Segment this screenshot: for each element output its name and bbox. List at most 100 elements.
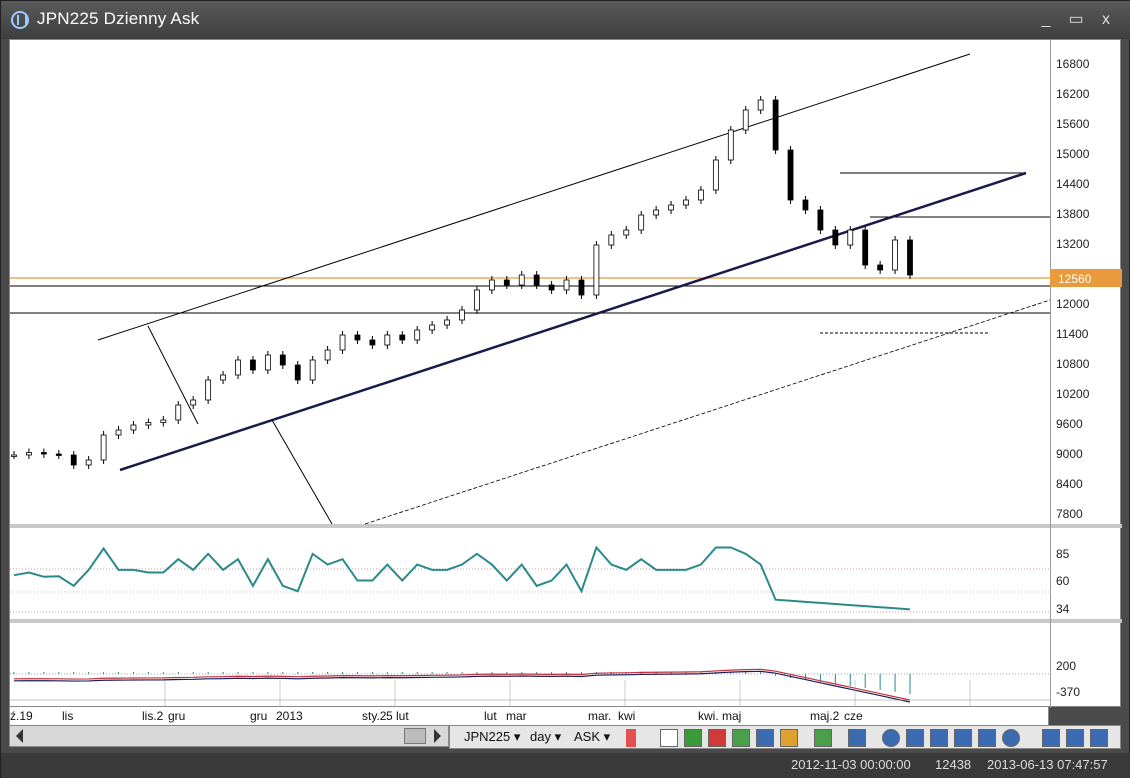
time-label: gru — [250, 709, 268, 723]
current-price-badge — [1050, 269, 1122, 287]
time-label: ź.19 — [10, 709, 33, 723]
rsi-tick: 85 — [1056, 547, 1070, 561]
price-tick: 16200 — [1056, 87, 1090, 101]
candle-body — [653, 209, 660, 216]
symbol-dropdown[interactable]: JPN225 ▾ — [464, 729, 521, 744]
time-axis: ź.19 lis lis.2 gru gru 2013 sty.2 5 lut … — [9, 707, 1049, 725]
price-tick: 16800 — [1056, 57, 1090, 71]
time-label: cze — [844, 709, 863, 723]
shrink-vertical-icon[interactable] — [954, 729, 972, 747]
title-bar[interactable]: JPN225 Dzienny Ask _ ▭ x — [1, 1, 1130, 39]
time-label: mar. — [588, 709, 612, 723]
crosshair-icon[interactable] — [732, 729, 750, 747]
candle-body — [563, 279, 570, 291]
chart-area[interactable]: 16800 16200 15600 15000 14400 13800 1320… — [9, 39, 1122, 708]
fit-chart-icon[interactable] — [660, 729, 678, 747]
candle-body — [324, 349, 331, 361]
candle-body — [294, 364, 301, 381]
template-icon[interactable] — [756, 729, 774, 747]
zoom-in-icon[interactable] — [882, 729, 900, 747]
candle-body — [832, 229, 839, 246]
candle-body — [802, 199, 809, 211]
macd-signal-line — [13, 670, 911, 703]
time-label: lis — [62, 709, 74, 723]
candle-body — [817, 209, 824, 231]
price-tick: 15600 — [1056, 117, 1090, 131]
expand-horizontal-icon[interactable] — [930, 729, 948, 747]
candle-body — [40, 452, 47, 455]
timeframe-dropdown[interactable]: day ▾ — [530, 729, 562, 744]
candle-body — [727, 129, 734, 161]
scroll-thumb[interactable] — [404, 728, 426, 744]
time-label: sty.2 — [362, 709, 387, 723]
candle-body — [862, 229, 869, 266]
candle-body — [698, 189, 704, 201]
time-label: maj — [722, 709, 742, 723]
macd-main-line — [13, 668, 911, 701]
shrink-horizontal-icon[interactable] — [906, 729, 924, 747]
candle-body — [384, 334, 391, 346]
candle-body — [608, 234, 615, 246]
expand-vertical-icon[interactable] — [978, 729, 996, 747]
minimize-icon[interactable]: _ — [1041, 11, 1051, 28]
status-bar: 2012-11-03 00:00:00 12438 2013-06-13 07:… — [1, 753, 1130, 778]
status-date-end: 2013-06-13 07:47:57 — [987, 757, 1108, 772]
close-icon[interactable]: x — [1102, 11, 1110, 28]
scroll-center-icon[interactable] — [1066, 729, 1084, 747]
price-chart[interactable]: 16800 16200 15600 15000 14400 13800 1320… — [10, 40, 1122, 708]
app-logo-icon — [11, 11, 29, 29]
candle-body — [205, 379, 212, 401]
candle-body — [115, 429, 122, 436]
candle-body — [100, 434, 107, 461]
time-label: lis.2 — [142, 709, 164, 723]
status-date-start: 2012-11-03 00:00:00 — [791, 757, 911, 772]
candle-body — [354, 334, 361, 341]
time-label: kwi. — [698, 709, 719, 723]
candle-type-icon[interactable] — [626, 729, 636, 747]
maximize-icon[interactable]: ▭ — [1068, 11, 1084, 28]
price-type-dropdown[interactable]: ASK ▾ — [574, 729, 611, 744]
candle-body — [85, 459, 92, 466]
time-label: mar — [506, 709, 527, 723]
macd-tick: 200 — [1056, 659, 1076, 673]
cursor-icon[interactable] — [814, 729, 832, 747]
time-label: 5 — [386, 709, 393, 723]
time-label: lut — [484, 709, 497, 723]
zoom-out-icon[interactable] — [1002, 729, 1020, 747]
candle-body — [250, 359, 256, 371]
price-tick: 10800 — [1056, 357, 1090, 371]
time-label: kwi — [618, 709, 636, 723]
candle-body — [772, 99, 779, 151]
bar-chart-icon[interactable] — [684, 729, 702, 747]
indicators-icon[interactable] — [780, 729, 798, 747]
candle-body — [369, 339, 376, 346]
candle-body — [757, 99, 764, 111]
candle-body — [130, 424, 137, 431]
candle-body — [70, 454, 77, 466]
price-tick: 9000 — [1056, 447, 1083, 461]
candle-body — [623, 229, 630, 236]
candle-body — [11, 454, 17, 457]
scroll-start-icon[interactable] — [1042, 729, 1060, 747]
candle-body — [892, 239, 898, 271]
candle-body — [907, 239, 913, 276]
grid-icon[interactable] — [708, 729, 726, 747]
price-tick: 12000 — [1056, 297, 1090, 311]
candle-body — [548, 284, 555, 291]
window-title: JPN225 Dzienny Ask — [37, 9, 200, 28]
scroll-left-icon[interactable] — [16, 729, 23, 743]
candle-body — [399, 334, 406, 341]
status-value: 12438 — [935, 757, 972, 772]
objects-icon[interactable] — [848, 729, 866, 747]
price-tick: 7800 — [1056, 507, 1083, 521]
horizontal-scrollbar[interactable] — [9, 725, 449, 747]
candle-body — [444, 319, 450, 326]
macd-tick: -370 — [1056, 685, 1080, 699]
scroll-end-icon[interactable] — [1090, 729, 1108, 747]
price-tick: 13200 — [1056, 237, 1090, 251]
candle-body — [220, 374, 226, 381]
scroll-right-icon[interactable] — [434, 729, 441, 743]
price-tick: 13800 — [1056, 207, 1090, 221]
price-tick: 15000 — [1056, 147, 1090, 161]
